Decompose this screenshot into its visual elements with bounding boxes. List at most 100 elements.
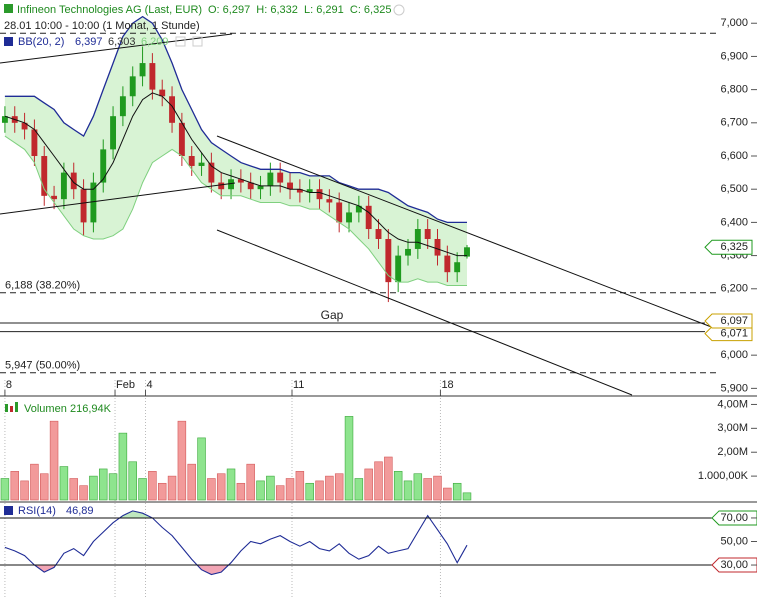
y-tick-label: 3,00M [717, 422, 748, 434]
volume-bar [275, 485, 285, 501]
volume-bar [413, 473, 423, 501]
volume-bar [443, 487, 452, 501]
volume-bar [40, 473, 49, 501]
candle-body [110, 116, 117, 150]
y-tick-label: 2,00M [717, 446, 748, 458]
volume-bar [148, 471, 157, 501]
gap-tag-label: 6,097 [720, 315, 748, 327]
volume-title: Volumen [24, 403, 67, 415]
candle-body [375, 229, 382, 239]
volume-bar [167, 475, 177, 501]
trend-line [216, 229, 633, 396]
y-tick-label: 6,000 [720, 349, 748, 361]
volume-bar [49, 420, 59, 501]
candle-body [51, 195, 58, 200]
close-icon[interactable] [192, 36, 203, 47]
oversold-tag [711, 557, 757, 573]
candle-body [237, 179, 244, 183]
candle-body [129, 76, 136, 97]
candle-body [208, 162, 215, 183]
last-price-tag-box [704, 239, 753, 255]
volume-bar [89, 475, 98, 501]
volume-bar [452, 482, 462, 501]
candle-body [414, 229, 421, 249]
indicator-label: BB(20, 2) [18, 36, 64, 48]
candle-body [336, 202, 343, 223]
trend-line [0, 182, 236, 215]
volume-bar [197, 437, 206, 501]
volume-bar [246, 463, 255, 501]
candle-body [178, 122, 185, 157]
y-tick-label: 50,00 [720, 535, 748, 547]
volume-bar [374, 461, 383, 501]
gap-label: Gap [321, 308, 344, 322]
indicator-value: 6,303 [108, 36, 136, 48]
candle-body [31, 129, 38, 157]
volume-icon [15, 402, 18, 412]
indicator-value: 6,397 [75, 36, 103, 48]
settings-icon[interactable] [175, 36, 186, 47]
candle-body [257, 185, 264, 190]
volume-bar [305, 482, 314, 501]
title: Infineon Technologies AG (Last, EUR) [17, 4, 202, 16]
candle-body [100, 149, 107, 183]
plot-layer [0, 15, 757, 598]
candle-body [306, 189, 313, 193]
rsi-oversold-fill [4, 565, 467, 575]
y-tick-label: 4,00M [717, 398, 748, 410]
candle-body [1, 116, 8, 123]
volume-bar [20, 480, 29, 501]
candle-body [277, 172, 284, 183]
volume-bar [187, 463, 196, 501]
rsi-value: 46,89 [66, 505, 94, 517]
candle-body [188, 156, 195, 166]
volume-bar [344, 416, 354, 501]
x-tick-label: 4 [147, 379, 153, 391]
volume-bar [256, 480, 265, 501]
x-tick-label: 8 [6, 379, 12, 391]
candle-body [296, 189, 303, 193]
volume-bar [266, 475, 275, 501]
candle-body [385, 238, 392, 283]
quote: O: 6,297 H: 6,332 L: 6,291 C: 6,325 [208, 4, 391, 16]
volume-bar [433, 475, 442, 501]
gap-tag-box [704, 326, 753, 342]
logo-icon [4, 4, 13, 13]
volume-bar [334, 473, 344, 501]
candle-body [326, 199, 333, 203]
candle-body [21, 122, 28, 130]
candle-body [316, 189, 323, 200]
volume-bar [108, 473, 118, 501]
y-tick-label: 6,800 [720, 84, 748, 96]
y-tick-label: 6,600 [720, 150, 748, 162]
volume-bar [0, 478, 10, 501]
volume-bar [364, 468, 373, 501]
rsi-icon [4, 506, 13, 515]
y-tick-label: 6,400 [720, 216, 748, 228]
y-tick-label: 6,200 [720, 283, 748, 295]
candle-body [198, 162, 205, 166]
overbought-tag [711, 510, 757, 526]
candle-body [159, 89, 166, 97]
gap-tag-box [704, 313, 753, 329]
volume-bar [423, 478, 432, 501]
volume-bar [285, 478, 295, 501]
settings-icon[interactable] [393, 4, 405, 16]
volume-bar [325, 475, 334, 501]
candle-body [434, 238, 441, 256]
volume-bar [69, 478, 78, 501]
y-tick-label: 7,000 [720, 17, 748, 29]
candle-body [169, 96, 175, 123]
candle-body [41, 156, 48, 196]
x-tick-label: Feb [116, 379, 135, 391]
y-tick-label: 5,900 [720, 382, 748, 394]
candle-body [70, 172, 77, 190]
candle-body [365, 205, 372, 230]
x-tick-label: 11 [293, 379, 304, 391]
overlay-layer: 8 Feb 4 11 18 7,000 6,900 6,800 6,700 6,600 6,500 6… [5, 17, 757, 571]
candle-body [424, 229, 431, 239]
candle-body [355, 205, 362, 213]
volume-icon [5, 404, 8, 412]
y-tick-label: 6,700 [720, 117, 748, 129]
candle-body [60, 172, 67, 200]
